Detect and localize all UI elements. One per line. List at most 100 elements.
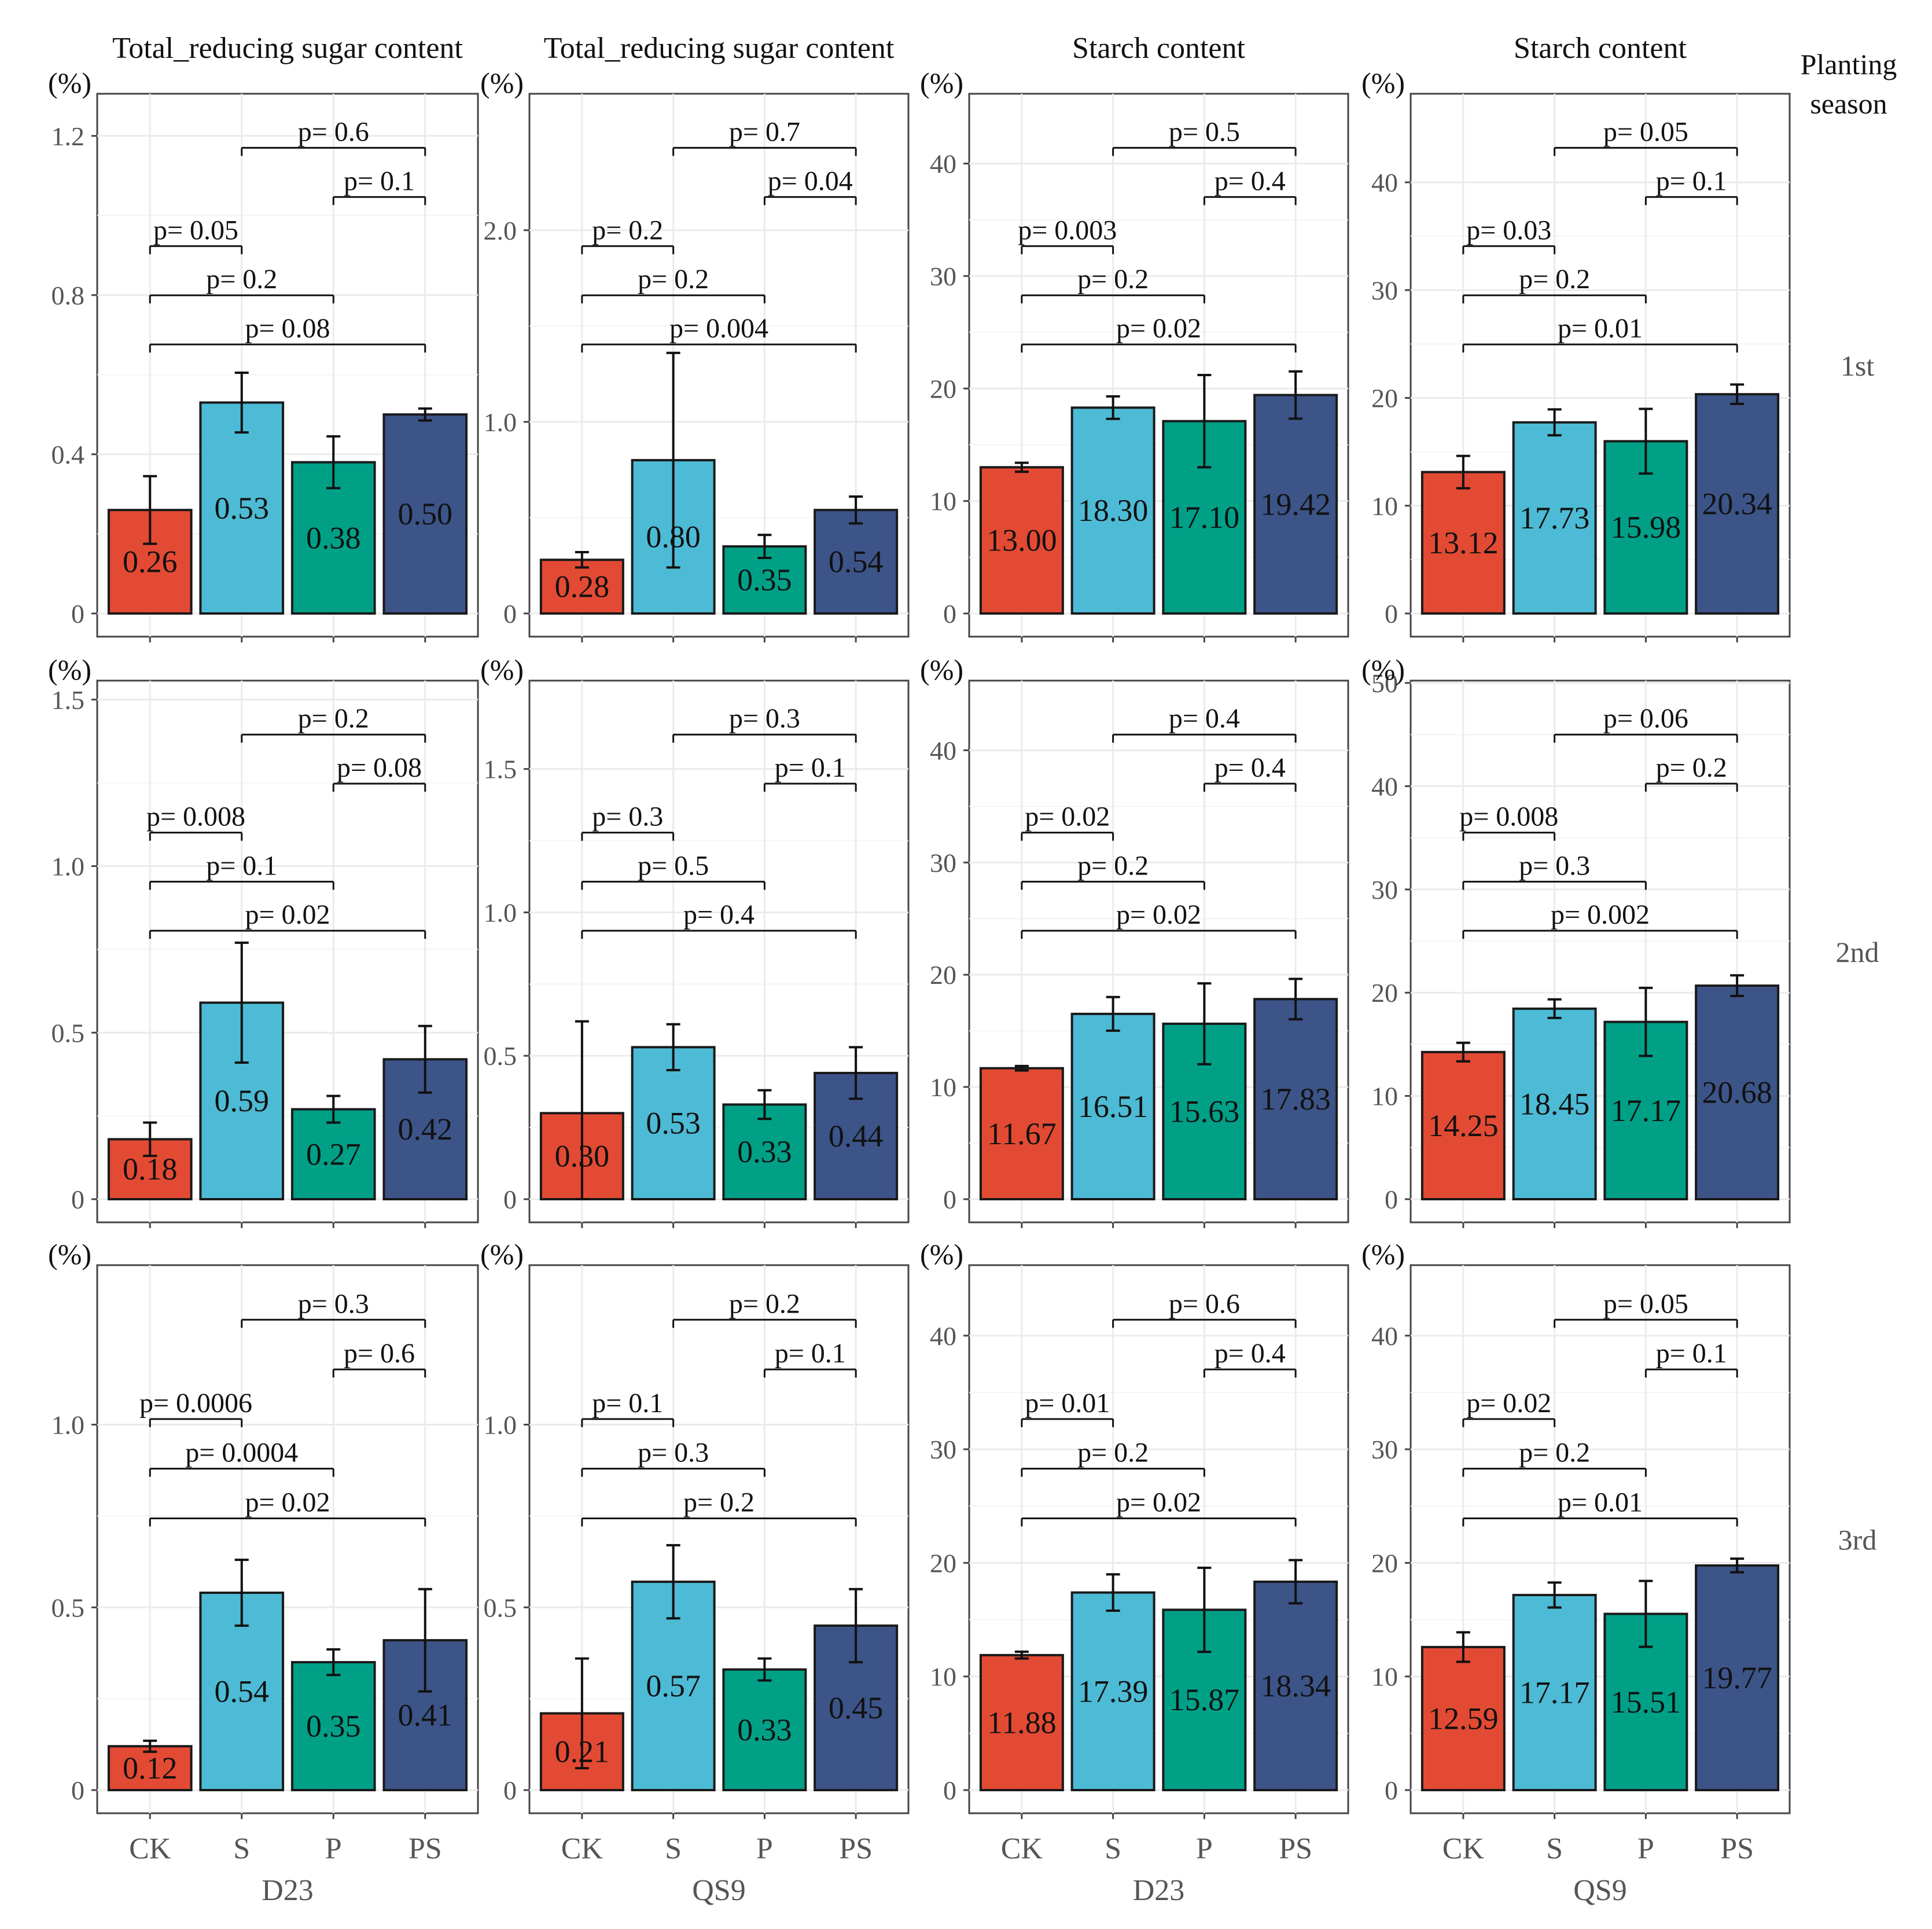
- p-value-label: p= 0.1: [775, 752, 846, 783]
- row-label: 1st: [1841, 350, 1874, 382]
- bar-ck: [979, 466, 1064, 615]
- y-tick-label: 0.5: [484, 1041, 517, 1071]
- p-value-label: p= 0.02: [245, 899, 330, 930]
- y-tick-label: 0: [1385, 1185, 1398, 1214]
- y-tick-label: 40: [930, 736, 956, 765]
- y-unit-label: (%): [48, 1238, 91, 1270]
- bar-s: [1512, 1593, 1597, 1792]
- value-label: 15.87: [1169, 1682, 1240, 1717]
- y-tick-label: 40: [1371, 771, 1398, 801]
- y-tick-label: 0: [503, 1776, 517, 1805]
- p-value-label: p= 0.6: [1169, 1288, 1240, 1319]
- y-tick-label: 20: [1371, 1548, 1398, 1578]
- bar-s: [1070, 1591, 1155, 1791]
- bar-ck: [1421, 471, 1506, 615]
- p-value-label: p= 0.08: [337, 752, 422, 783]
- value-label: 0.27: [306, 1137, 361, 1171]
- y-unit-label: (%): [48, 653, 91, 686]
- p-value-label: p= 0.2: [1077, 850, 1149, 881]
- value-label: 0.33: [737, 1713, 792, 1747]
- y-tick-label: 1.2: [51, 122, 85, 151]
- y-tick-label: 40: [930, 1321, 956, 1351]
- value-label: 20.34: [1702, 487, 1772, 521]
- y-tick-label: 30: [930, 1435, 956, 1464]
- y-tick-label: 0: [943, 599, 956, 629]
- value-label: 12.59: [1428, 1701, 1499, 1736]
- value-label: 0.12: [123, 1751, 178, 1785]
- value-label: 0.50: [398, 497, 453, 531]
- p-value-label: p= 0.008: [1459, 802, 1558, 832]
- p-value-label: p= 0.05: [1603, 1288, 1688, 1319]
- p-value-label: p= 0.3: [592, 802, 663, 832]
- bar-p: [722, 1103, 807, 1201]
- p-value-label: p= 0.4: [1215, 1338, 1286, 1369]
- y-unit-label: (%): [480, 653, 524, 686]
- p-value-label: p= 0.1: [206, 850, 277, 881]
- value-label: 0.35: [306, 1708, 361, 1743]
- p-value-label: p= 0.2: [206, 264, 277, 295]
- value-label: 0.45: [829, 1691, 884, 1725]
- value-label: 0.53: [646, 1106, 701, 1141]
- row-label: 3rd: [1838, 1524, 1877, 1556]
- p-value-label: p= 0.7: [729, 116, 800, 147]
- y-unit-label: (%): [920, 1238, 963, 1270]
- p-value-label: p= 0.3: [1519, 850, 1590, 881]
- bar-ps: [1695, 984, 1780, 1201]
- p-value-label: p= 0.1: [592, 1388, 663, 1419]
- p-value-label: p= 0.01: [1025, 1388, 1110, 1419]
- row-strip-title-line2: season: [1810, 87, 1887, 120]
- p-value-label: p= 0.2: [729, 1288, 800, 1319]
- value-label: 14.25: [1428, 1108, 1499, 1143]
- p-value-label: p= 0.1: [1656, 166, 1727, 196]
- value-label: 0.54: [215, 1674, 270, 1709]
- p-value-label: p= 0.3: [638, 1438, 709, 1468]
- value-label: 17.39: [1078, 1674, 1149, 1708]
- x-tick-label: P: [756, 1832, 773, 1865]
- row-label: 2nd: [1836, 936, 1879, 968]
- p-value-label: p= 0.2: [1519, 264, 1590, 295]
- value-label: 19.42: [1260, 487, 1331, 521]
- p-value-label: p= 0.4: [1215, 752, 1286, 783]
- value-label: 0.18: [123, 1152, 178, 1186]
- y-tick-label: 10: [930, 487, 956, 516]
- x-tick-label: S: [233, 1832, 250, 1865]
- value-label: 17.83: [1260, 1082, 1331, 1116]
- value-label: 0.41: [398, 1698, 453, 1733]
- x-tick-label: CK: [129, 1832, 171, 1865]
- y-tick-label: 30: [1371, 875, 1398, 905]
- value-label: 0.30: [555, 1139, 610, 1174]
- y-tick-label: 1.0: [484, 898, 517, 927]
- y-tick-label: 1.0: [51, 852, 85, 881]
- y-tick-label: 40: [930, 149, 956, 179]
- y-unit-label: (%): [480, 67, 524, 99]
- p-value-label: p= 0.04: [768, 166, 853, 196]
- bar-s: [1070, 1012, 1155, 1201]
- value-label: 0.33: [737, 1134, 792, 1169]
- y-tick-label: 30: [1371, 1435, 1398, 1464]
- p-value-label: p= 0.02: [1116, 899, 1201, 930]
- value-label: 18.34: [1260, 1669, 1331, 1703]
- y-tick-label: 2.0: [484, 216, 517, 245]
- row-strip-title-line1: Planting: [1801, 48, 1897, 80]
- y-tick-label: 0: [71, 599, 84, 629]
- p-value-label: p= 0.004: [669, 313, 768, 344]
- p-value-label: p= 0.2: [298, 703, 369, 734]
- y-tick-label: 0.8: [51, 281, 85, 310]
- y-tick-label: 10: [1371, 1662, 1398, 1692]
- y-tick-label: 0.5: [484, 1593, 517, 1622]
- value-label: 0.80: [646, 520, 701, 554]
- value-label: 18.30: [1078, 493, 1149, 528]
- p-value-label: p= 0.6: [298, 116, 369, 147]
- value-label: 0.26: [123, 545, 178, 579]
- value-label: 11.88: [987, 1705, 1057, 1740]
- x-tick-label: S: [1546, 1832, 1563, 1865]
- value-label: 20.68: [1702, 1075, 1772, 1110]
- p-value-label: p= 0.5: [1169, 116, 1240, 147]
- y-tick-label: 10: [1371, 491, 1398, 521]
- x-tick-label: P: [325, 1832, 342, 1865]
- y-tick-label: 1.0: [484, 1410, 517, 1440]
- value-label: 0.35: [737, 563, 792, 597]
- p-value-label: p= 0.06: [1603, 703, 1688, 734]
- y-tick-label: 50: [1371, 668, 1398, 698]
- bar-p: [290, 1108, 376, 1201]
